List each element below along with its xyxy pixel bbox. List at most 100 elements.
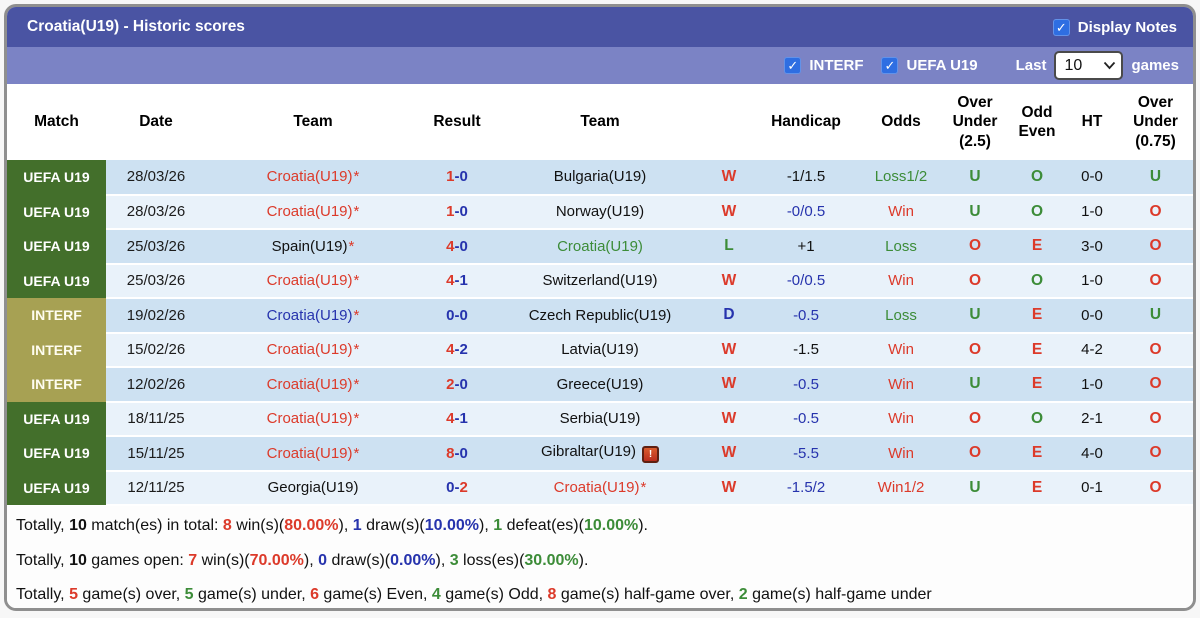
- summary-text: 7: [188, 551, 198, 569]
- odd-even: E: [1008, 229, 1066, 265]
- summary-text: 8: [547, 586, 557, 603]
- team-name: Croatia(U19): [266, 306, 353, 324]
- home-score: 4: [446, 410, 455, 428]
- competition-badge: INTERF: [7, 367, 106, 402]
- games-label: games: [1131, 57, 1179, 74]
- over-under-25: U: [942, 367, 1008, 403]
- over-under-25: O: [942, 401, 1008, 437]
- star-marker: *: [353, 444, 360, 462]
- table-row: INTERF 15/02/26 Croatia(U19)* 4-2 Latvia(U19…: [7, 332, 1193, 368]
- odds-result: Loss: [860, 229, 942, 265]
- summary-text: 30.00%: [524, 551, 579, 569]
- table-row: UEFA U19 28/03/26 Croatia(U19)* 1-0 Bulgaria…: [7, 160, 1193, 196]
- match-date: 15/11/25: [106, 436, 206, 472]
- summary-text: draw(s)(: [361, 517, 425, 534]
- over-under-25: O: [942, 263, 1008, 299]
- result-score: 8-0: [420, 436, 494, 472]
- away-team: Switzerland(U19): [494, 263, 706, 299]
- result-score: 2-0: [420, 367, 494, 403]
- summary-text: 0: [318, 551, 327, 569]
- team-name: Croatia(U19): [266, 168, 353, 186]
- odd-even: E: [1008, 367, 1066, 403]
- last-label: Last: [1015, 57, 1047, 74]
- home-team: Spain(U19)*: [206, 229, 420, 265]
- over-under-25: U: [942, 298, 1008, 334]
- away-team: Serbia(U19): [494, 401, 706, 437]
- table-row: UEFA U19 18/11/25 Croatia(U19)* 4-1 Serbia(U…: [7, 401, 1193, 437]
- column-header: Handicap: [752, 84, 860, 160]
- table-body: UEFA U19 28/03/26 Croatia(U19)* 1-0 Bulgaria…: [7, 160, 1193, 506]
- star-marker: *: [353, 410, 360, 428]
- competition-label: UEFA U19: [23, 203, 90, 220]
- filter-group: ✓ INTERF: [784, 57, 863, 74]
- star-marker: *: [353, 203, 360, 221]
- odds-result: Win: [860, 263, 942, 299]
- filter-checkbox[interactable]: ✓: [784, 57, 802, 74]
- note-icon[interactable]: !: [642, 446, 660, 464]
- summary-text: game(s) under,: [193, 586, 311, 603]
- column-header: HT: [1066, 84, 1118, 160]
- score-separator: -: [454, 168, 460, 186]
- competition-label: UEFA U19: [23, 272, 90, 289]
- competition-badge: UEFA U19: [7, 436, 106, 471]
- match-outcome: W: [706, 470, 752, 506]
- home-team: Croatia(U19)*: [206, 332, 420, 368]
- team-name: Serbia(U19): [559, 410, 641, 428]
- competition-badge: INTERF: [7, 298, 106, 333]
- home-team: Croatia(U19)*: [206, 160, 420, 196]
- team-name: Czech Republic(U19): [528, 306, 672, 324]
- column-header: Team: [206, 84, 420, 160]
- odd-even: O: [1008, 194, 1066, 230]
- half-time-score: 1-0: [1066, 194, 1118, 230]
- competition-badge: UEFA U19: [7, 160, 106, 195]
- column-header: Team: [494, 84, 706, 160]
- last-games-control: Last 10 games: [1016, 51, 1179, 80]
- last-games-select[interactable]: 10: [1054, 51, 1124, 80]
- column-header: Date: [106, 84, 206, 160]
- competition-badge: UEFA U19: [7, 470, 106, 505]
- half-time-score: 0-1: [1066, 470, 1118, 506]
- check-icon: ✓: [1055, 19, 1067, 35]
- filter-checkbox[interactable]: ✓: [881, 57, 899, 74]
- summary-text: game(s) over,: [77, 586, 185, 603]
- summary-text: 1: [493, 517, 503, 534]
- summary-line: Totally, 5 game(s) over, 5 game(s) under…: [16, 578, 1193, 608]
- summary-text: 6: [310, 586, 319, 603]
- handicap-value: -0.5: [752, 367, 860, 403]
- away-score: 0: [459, 203, 468, 221]
- summary-line: Totally, 10 match(es) in total: 8 win(s)…: [16, 509, 1193, 544]
- odds-result: Win: [860, 367, 942, 403]
- display-notes-checkbox[interactable]: ✓: [1052, 18, 1070, 36]
- competition-badge: INTERF: [7, 332, 106, 367]
- summary-text: ).: [578, 551, 589, 569]
- half-time-score: 4-0: [1066, 436, 1118, 472]
- away-score: 0: [459, 237, 468, 255]
- match-outcome: W: [706, 194, 752, 230]
- half-time-score: 0-0: [1066, 298, 1118, 334]
- result-score: 1-0: [420, 194, 494, 230]
- star-marker: *: [353, 168, 360, 186]
- handicap-value: -0/0.5: [752, 263, 860, 299]
- competition-label: INTERF: [31, 341, 82, 358]
- away-score: 2: [459, 479, 468, 497]
- summary-line: Totally, 10 games open: 7 win(s)(70.00%)…: [16, 544, 1193, 579]
- summary-text: 10: [69, 517, 87, 534]
- match-outcome: W: [706, 436, 752, 472]
- over-under-075: O: [1118, 470, 1193, 506]
- over-under-25: U: [942, 194, 1008, 230]
- away-team: Latvia(U19): [494, 332, 706, 368]
- competition-badge: UEFA U19: [7, 263, 106, 298]
- odd-even: O: [1008, 263, 1066, 299]
- summary-text: 0.00%: [390, 551, 436, 569]
- summary: Totally, 10 match(es) in total: 8 win(s)…: [7, 506, 1193, 608]
- team-name: Spain(U19): [271, 237, 348, 255]
- match-outcome: W: [706, 263, 752, 299]
- over-under-075: O: [1118, 436, 1193, 472]
- match-date: 25/03/26: [106, 263, 206, 299]
- score-separator: -: [454, 272, 460, 290]
- over-under-075: O: [1118, 367, 1193, 403]
- home-score: 0: [446, 479, 455, 497]
- column-header: Odds: [860, 84, 942, 160]
- star-marker: *: [353, 341, 360, 359]
- summary-text: Totally,: [16, 517, 70, 534]
